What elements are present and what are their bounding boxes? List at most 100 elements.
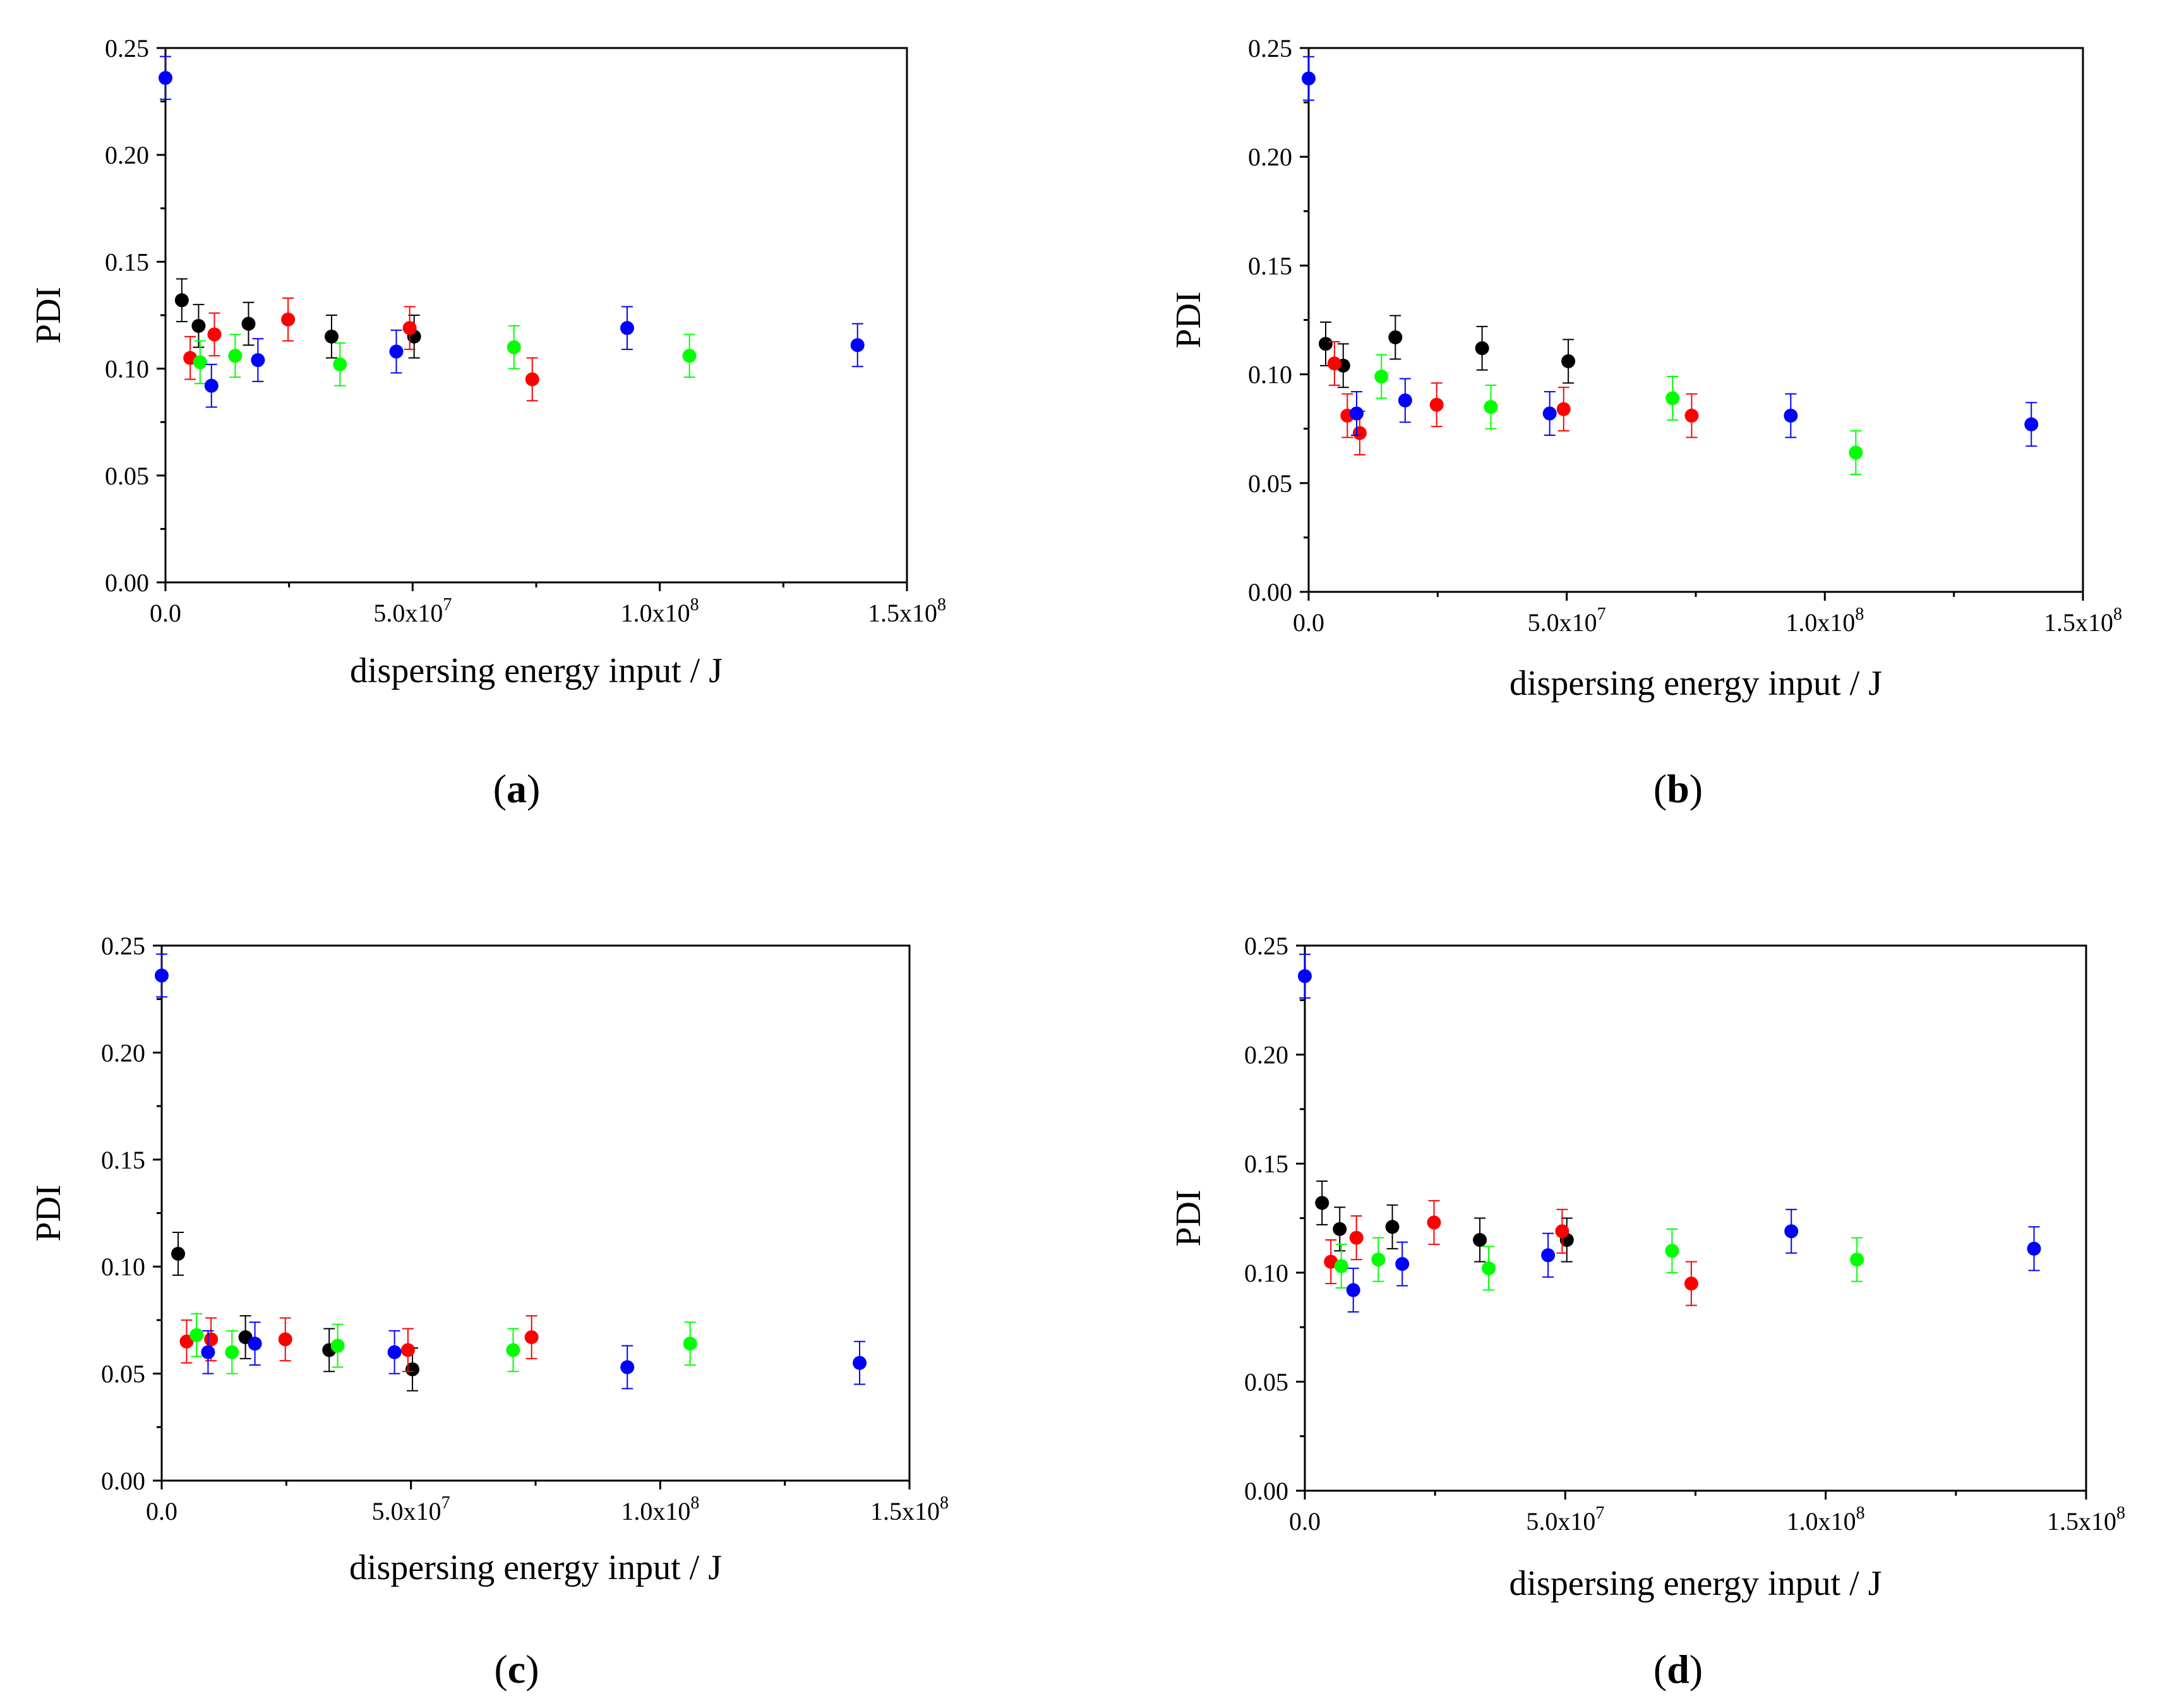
x-axis-title-a: dispersing energy input / J	[350, 651, 723, 690]
plot-frame-a	[164, 47, 908, 584]
data-point-red	[207, 327, 222, 342]
x-tick-label-c: 1.5x108	[870, 1493, 949, 1525]
series-black-c	[171, 1231, 420, 1392]
y-tick-label-c: 0.15	[101, 1146, 145, 1174]
y-tick-label-a: 0.05	[105, 462, 149, 490]
data-point-green	[1484, 400, 1498, 414]
series-red-d	[1324, 1200, 1698, 1306]
y-tick-label-a: 0.15	[105, 248, 149, 276]
series-green-c	[189, 1313, 697, 1374]
data-point-red	[400, 1343, 415, 1357]
data-point-black	[1388, 330, 1403, 345]
data-point-red	[1324, 1254, 1338, 1269]
data-point-blue	[1302, 71, 1316, 86]
x-tick-label-d: 0.0	[1289, 1507, 1321, 1536]
data-point-blue	[1398, 393, 1412, 407]
data-point-red	[179, 1334, 194, 1349]
y-tick-label-b: 0.25	[1248, 34, 1292, 63]
plot-frame-d	[1304, 944, 2087, 1492]
x-tick-label-d: 1.5x108	[2047, 1503, 2125, 1536]
data-point-blue	[159, 71, 172, 85]
data-point-blue	[387, 1345, 402, 1359]
data-point-green	[507, 340, 521, 354]
data-point-blue	[620, 1360, 635, 1374]
data-point-green	[506, 1343, 520, 1357]
y-tick-label-c: 0.25	[101, 932, 145, 960]
data-point-green	[228, 349, 243, 363]
panel-caption-c: (c)	[494, 1647, 539, 1692]
y-tick-label-b: 0.15	[1248, 251, 1292, 280]
x-tick-label-a: 0.0	[150, 599, 181, 627]
x-tick-label-c: 5.0x107	[372, 1493, 450, 1525]
series-blue-c	[155, 953, 867, 1390]
data-point-black	[191, 318, 206, 333]
data-point-black	[1333, 1222, 1347, 1236]
x-tick-label-a: 5.0x107	[373, 595, 452, 627]
x-axis-title-b: dispersing energy input / J	[1509, 664, 1882, 703]
y-tick-label-a: 0.00	[105, 568, 149, 597]
data-point-red	[281, 312, 296, 327]
data-point-green	[330, 1338, 345, 1353]
data-point-red	[204, 1332, 219, 1347]
chart-panel-b: 0.00 0.05 0.10 0.15 0.20 0.25 0.0 5.0x107 1.0x10…	[1169, 34, 2122, 811]
data-point-red	[524, 1330, 539, 1345]
data-point-red	[1684, 1277, 1698, 1291]
plot-frame-c	[160, 944, 911, 1482]
series-green-d	[1334, 1228, 1864, 1291]
data-point-blue	[1350, 406, 1364, 421]
data-point-red	[402, 321, 417, 335]
data-point-blue	[1298, 969, 1312, 983]
x-tick-label-b: 0.0	[1293, 608, 1324, 637]
data-point-red	[1327, 356, 1341, 371]
data-point-red	[1349, 1230, 1364, 1245]
y-tick-label-a: 0.10	[105, 355, 149, 383]
data-point-black	[174, 293, 189, 308]
series-blue-a	[159, 56, 865, 408]
chart-panel-d: 0.00 0.05 0.10 0.15 0.20 0.25 0.0 5.0x107 1.0x10…	[1169, 932, 2125, 1692]
y-tick-label-c: 0.00	[101, 1467, 145, 1495]
data-point-red	[1429, 397, 1444, 412]
chart-panel-a: 0.00 0.05 0.10 0.15 0.20 0.25 0.0 5.0x107 1.0x10…	[29, 34, 946, 811]
y-tick-label-d: 0.05	[1244, 1368, 1288, 1396]
y-tick-label-a: 0.20	[105, 141, 149, 169]
x-tick-label-c: 1.0x108	[621, 1493, 699, 1525]
data-point-green	[1374, 370, 1389, 384]
y-axis-title-c: PDI	[29, 1184, 68, 1241]
y-tick-label-b: 0.10	[1248, 361, 1292, 389]
y-tick-label-b: 0.20	[1248, 143, 1292, 171]
data-point-blue	[620, 321, 635, 335]
y-axis-title-b: PDI	[1169, 291, 1208, 348]
data-point-red	[1352, 426, 1367, 440]
data-point-blue	[850, 338, 865, 352]
data-point-blue	[2024, 417, 2039, 431]
data-point-blue	[201, 1345, 215, 1359]
data-point-red	[525, 372, 539, 387]
x-tick-label-d: 1.0x108	[1787, 1503, 1865, 1536]
x-tick-label-b: 1.5x108	[2044, 604, 2122, 637]
data-point-green	[682, 349, 697, 363]
data-point-green	[225, 1345, 239, 1359]
series-black-d	[1315, 1180, 1574, 1263]
y-tick-label-c: 0.10	[101, 1253, 145, 1281]
series-black-a	[174, 278, 421, 359]
data-point-black	[1318, 337, 1333, 351]
data-point-black	[1475, 341, 1489, 356]
data-point-black	[405, 1362, 420, 1376]
x-tick-label-a: 1.5x108	[868, 595, 946, 627]
series-black-b	[1318, 315, 1576, 388]
series-red-c	[179, 1315, 539, 1373]
y-axis-title-a: PDI	[29, 287, 68, 344]
series-green-a	[193, 325, 697, 387]
data-point-blue	[853, 1356, 867, 1370]
y-tick-label-d: 0.20	[1244, 1041, 1288, 1069]
data-point-blue	[2027, 1241, 2041, 1256]
data-point-green	[1665, 1244, 1679, 1258]
y-tick-label-b: 0.05	[1248, 469, 1292, 498]
data-point-red	[1684, 409, 1699, 423]
data-point-black	[1561, 354, 1576, 368]
y-tick-label-d: 0.25	[1244, 932, 1288, 960]
data-point-green	[333, 357, 347, 371]
data-point-black	[1315, 1196, 1329, 1210]
data-point-blue	[1542, 406, 1557, 421]
